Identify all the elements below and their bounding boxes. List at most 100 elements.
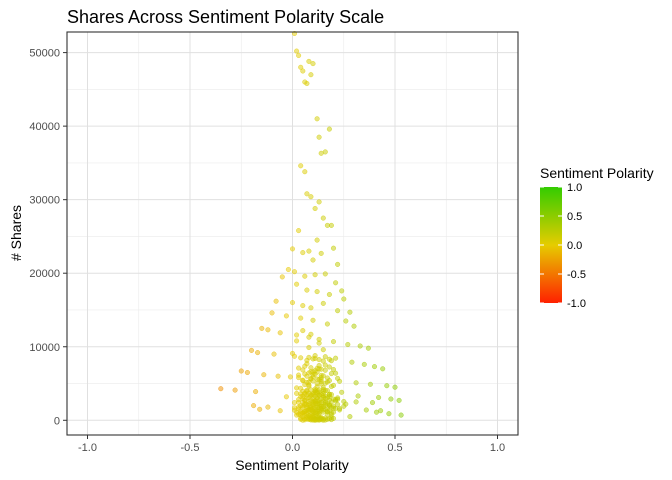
data-point: [298, 163, 304, 169]
data-point: [265, 404, 271, 410]
data-point: [343, 318, 349, 324]
data-point: [326, 126, 332, 132]
data-point: [330, 396, 337, 402]
data-point: [355, 393, 361, 399]
data-point: [347, 309, 353, 315]
legend-label: 1.0: [567, 182, 582, 194]
data-point: [318, 250, 324, 256]
data-point: [337, 407, 343, 413]
data-point: [232, 387, 238, 393]
data-point: [398, 412, 404, 418]
data-point: [238, 368, 244, 374]
data-point: [294, 338, 300, 344]
data-point: [308, 331, 314, 337]
data-point: [298, 315, 304, 321]
data-point: [289, 300, 296, 306]
data-point: [314, 289, 320, 295]
y-tick-label: 10000: [29, 342, 60, 354]
data-point: [296, 372, 302, 378]
data-points: [218, 30, 404, 423]
x-tick-label: -0.5: [181, 442, 200, 454]
data-point: [304, 357, 310, 363]
data-point: [330, 339, 337, 345]
data-point: [298, 355, 304, 361]
data-point: [376, 394, 382, 401]
data-point: [380, 366, 386, 372]
data-point: [339, 288, 345, 294]
legend-colorbar: [540, 187, 562, 303]
data-point: [322, 380, 328, 386]
data-point: [314, 388, 320, 395]
data-point: [294, 332, 300, 338]
data-point: [349, 359, 355, 365]
data-point: [369, 400, 376, 406]
legend-title: Sentiment Polarity: [540, 165, 654, 181]
data-point: [312, 205, 318, 212]
data-point: [265, 327, 271, 333]
data-point: [320, 358, 326, 364]
data-point: [277, 408, 283, 414]
data-point: [320, 388, 326, 394]
data-point: [296, 365, 302, 371]
data-point: [257, 406, 263, 412]
data-point: [341, 398, 347, 405]
y-axis-ticks: 0 10000 20000 30000 40000 50000: [29, 48, 67, 427]
data-point: [283, 394, 289, 400]
data-point: [285, 266, 291, 273]
data-point: [275, 373, 281, 379]
data-point: [316, 366, 322, 372]
data-point: [298, 393, 304, 400]
data-point: [308, 305, 314, 311]
data-point: [312, 417, 318, 423]
y-tick-label: 20000: [29, 268, 60, 280]
data-point: [357, 343, 363, 349]
data-point: [322, 362, 328, 368]
data-point: [351, 323, 357, 329]
data-point: [244, 369, 250, 376]
data-point: [328, 371, 334, 377]
data-point: [306, 58, 312, 64]
data-point: [289, 246, 296, 252]
data-point: [320, 417, 326, 423]
data-point: [333, 280, 339, 286]
y-axis-title: # Shares: [8, 205, 24, 261]
data-point: [300, 377, 306, 383]
data-point: [333, 370, 339, 376]
data-point: [320, 347, 326, 353]
data-point: [320, 215, 326, 221]
data-point: [341, 403, 347, 409]
legend-label: -1.0: [567, 298, 586, 310]
data-point: [326, 356, 332, 362]
data-point: [300, 328, 306, 334]
data-point: [304, 287, 310, 293]
data-point: [384, 383, 390, 389]
y-tick-label: 0: [54, 415, 60, 427]
data-point: [283, 313, 289, 319]
data-point: [308, 194, 314, 200]
data-point: [341, 296, 347, 302]
data-point: [300, 367, 306, 373]
x-tick-label: 0.5: [387, 442, 402, 454]
data-point: [308, 72, 314, 78]
data-point: [269, 310, 275, 316]
y-tick-label: 40000: [29, 121, 60, 133]
data-point: [322, 149, 328, 155]
data-point: [345, 341, 351, 348]
data-point: [314, 116, 320, 122]
data-point: [333, 355, 339, 361]
data-point: [316, 340, 322, 346]
data-point: [271, 351, 277, 357]
data-point: [304, 373, 310, 379]
data-point: [328, 391, 334, 398]
data-point: [318, 375, 324, 381]
data-point: [335, 375, 341, 381]
x-tick-label: 1.0: [490, 442, 505, 454]
data-point: [310, 356, 316, 362]
x-axis-title: Sentiment Polarity: [235, 457, 349, 473]
x-axis-ticks: -1.0 -0.5 0.0 0.5 1.0: [78, 435, 505, 454]
data-point: [300, 388, 306, 394]
data-point: [251, 403, 257, 409]
chart-title: Shares Across Sentiment Polarity Scale: [67, 7, 384, 27]
data-point: [378, 408, 384, 414]
data-point: [361, 361, 367, 367]
